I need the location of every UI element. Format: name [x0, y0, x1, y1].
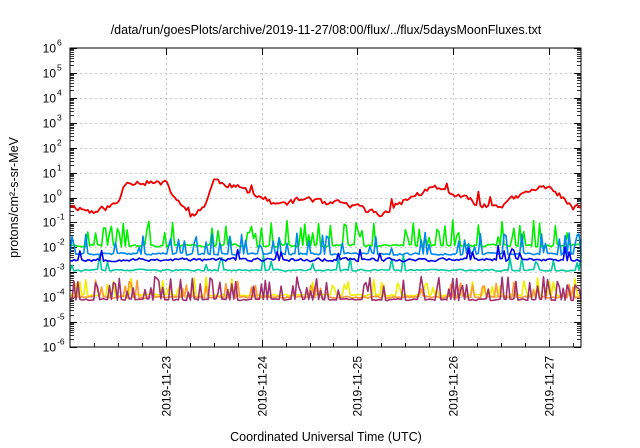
- x-tick-label: 2019-11-27: [543, 356, 557, 417]
- y-tick-exponent: -5: [57, 312, 65, 322]
- y-tick-label: 10: [43, 241, 57, 255]
- y-tick-label: 10: [43, 67, 57, 81]
- series-group: [69, 178, 582, 302]
- x-tick-label: 2019-11-25: [351, 356, 365, 417]
- series-line-1: [69, 178, 582, 218]
- y-tick-exponent: 3: [57, 113, 62, 123]
- axis-ticks: [70, 48, 581, 348]
- y-tick-label: 10: [43, 42, 57, 56]
- x-tick-label: 2019-11-24: [256, 356, 270, 417]
- chart-title: /data/run/goesPlots/archive/2019-11-27/0…: [111, 23, 542, 37]
- y-axis-label: protons/cm²-s-sr-MeV: [7, 136, 21, 258]
- y-tick-exponent: 0: [57, 188, 62, 198]
- y-tick-exponent: -1: [57, 212, 65, 222]
- y-tick-label: 10: [43, 142, 57, 156]
- y-tick-label: 10: [43, 192, 57, 206]
- series-line-3: [69, 253, 582, 273]
- grid: [70, 48, 581, 347]
- series-line-4: [69, 231, 582, 256]
- y-tick-exponent: -2: [57, 237, 65, 247]
- y-tick-label: 10: [43, 216, 57, 230]
- y-tick-label: 10: [43, 291, 57, 305]
- y-tick-exponent: 2: [57, 138, 62, 148]
- x-axis-label: Coordinated Universal Time (UTC): [230, 430, 422, 444]
- plot-frame: [69, 47, 582, 348]
- x-tick-labels: 2019-11-23 2019-11-24 2019-11-25 2019-11-26…: [160, 356, 557, 417]
- series-line-8: [69, 275, 582, 302]
- y-tick-label: 10: [43, 117, 57, 131]
- y-tick-label: 10: [43, 92, 57, 106]
- y-tick-exponent: 1: [57, 163, 62, 173]
- series-line-5: [69, 244, 582, 263]
- y-tick-exponent: -4: [57, 287, 65, 297]
- y-tick-label: 10: [43, 266, 57, 280]
- x-tick-label: 2019-11-26: [447, 356, 461, 417]
- y-tick-exponent: -6: [57, 337, 65, 347]
- y-tick-label: 10: [43, 341, 57, 355]
- y-tick-exponent: 5: [57, 63, 62, 73]
- y-tick-exponent: 4: [57, 88, 62, 98]
- y-tick-label: 10: [43, 316, 57, 330]
- y-tick-exponent: -3: [57, 262, 65, 272]
- x-tick-label: 2019-11-23: [160, 356, 174, 417]
- y-tick-label: 10: [43, 167, 57, 181]
- y-tick-exponent: 6: [57, 38, 62, 48]
